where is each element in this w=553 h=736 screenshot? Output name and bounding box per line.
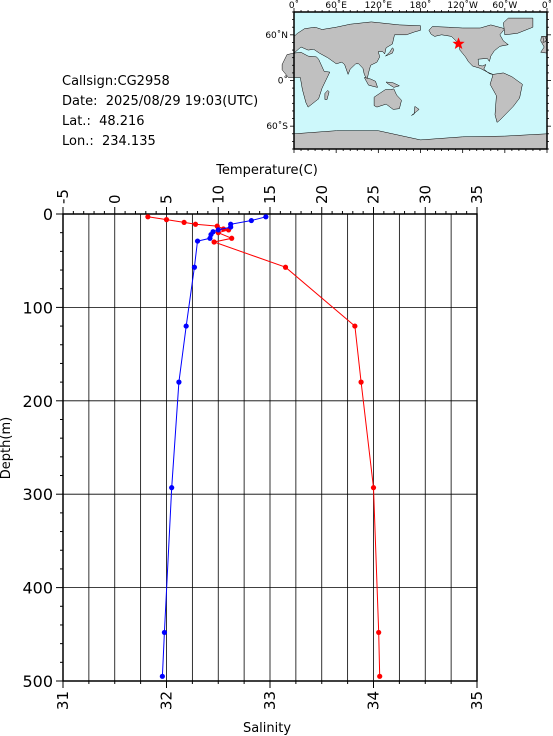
temperature-point	[145, 214, 151, 220]
chart-grid	[63, 214, 477, 681]
salinity-series	[159, 214, 269, 679]
depth-tick-label: 0	[43, 205, 53, 224]
land-mass	[293, 21, 421, 81]
temperature-point	[358, 379, 364, 385]
temperature-tick-label: 10	[209, 185, 227, 204]
salinity-point	[248, 217, 254, 224]
depth-tick-label: 100	[22, 298, 53, 317]
station-marker-icon	[452, 37, 465, 49]
depth-tick-label: 300	[22, 485, 53, 504]
temperature-point	[376, 629, 382, 636]
land-mass	[411, 105, 420, 116]
land-mass	[489, 72, 523, 123]
salinity-tick-label: 34	[365, 691, 383, 710]
salinity-point	[169, 485, 175, 491]
map-longitude-label: 120˚E	[365, 0, 393, 11]
map-longitude-label: 60˚W	[492, 0, 517, 11]
salinity-axis: 31 32 33 34 35	[54, 681, 486, 710]
temperature-tick-label: 0	[106, 194, 124, 204]
map-longitude-label: 0˚	[542, 0, 552, 11]
land-mass	[373, 88, 402, 110]
salinity-point	[183, 323, 189, 329]
salinity-tick-label: 32	[158, 691, 176, 710]
temperature-axis: -5 0 5 10 15 20 25 30 35	[54, 185, 486, 214]
temperature-tick-label: 5	[158, 194, 176, 204]
land-mass	[363, 77, 378, 88]
map-longitude-labels: 0˚ 60˚E 120˚E 180˚ 120˚W 60˚W 0˚	[289, 0, 552, 11]
temperature-point	[163, 217, 170, 223]
salinity-point	[161, 629, 168, 636]
temperature-tick-label: 25	[365, 185, 383, 204]
depth-tick-label: 400	[22, 579, 53, 598]
salinity-point	[191, 264, 198, 270]
callsign-label: Callsign:CG2958	[62, 74, 170, 89]
salinity-point	[159, 673, 165, 679]
temperature-tick-label: 30	[416, 185, 434, 204]
map-latitude-label: 60˚S	[266, 121, 288, 132]
land-mass	[542, 36, 547, 43]
land-mass	[324, 90, 330, 100]
temperature-point	[282, 264, 289, 270]
depth-axis-label: Depth(m)	[0, 417, 14, 479]
salinity-point	[207, 235, 213, 241]
land-mass	[503, 17, 534, 36]
salinity-tick-label: 31	[54, 691, 72, 710]
temperature-tick-label: 15	[261, 185, 279, 204]
temperature-series	[145, 214, 383, 679]
temperature-point	[211, 239, 217, 245]
temperature-tick-label: 35	[468, 185, 486, 204]
salinity-point	[228, 224, 234, 230]
land-mass	[385, 81, 401, 88]
temperature-axis-label: Temperature(C)	[215, 163, 318, 178]
salinity-point	[176, 379, 182, 385]
map-latitude-label: 0˚	[278, 76, 288, 87]
temperature-line	[147, 216, 381, 677]
salinity-point	[215, 227, 221, 233]
latitude-label: Lat.: 48.216	[62, 114, 145, 129]
depth-axis: 0 100 200 300 400 500	[22, 205, 63, 691]
station-star-icon	[452, 37, 465, 49]
temperature-point	[181, 219, 187, 226]
map-longitude-label: 60˚E	[325, 0, 347, 11]
salinity-point	[194, 238, 201, 244]
map-latitude-labels: 60˚N 0˚ 60˚S	[265, 30, 288, 132]
salinity-tick-label: 33	[261, 691, 279, 710]
map-latitude-label: 60˚N	[265, 30, 288, 41]
map-frame	[290, 8, 551, 153]
salinity-tick-label: 35	[468, 691, 486, 710]
temperature-point	[370, 485, 377, 491]
depth-tick-label: 500	[22, 672, 53, 691]
salinity-point	[263, 214, 269, 220]
temperature-tick-label: 20	[313, 185, 331, 204]
temperature-point	[192, 221, 199, 227]
depth-tick-label: 200	[22, 392, 53, 411]
longitude-label: Lon.: 234.135	[62, 134, 156, 149]
salinity-line	[161, 216, 267, 677]
map-longitude-label: 120˚W	[447, 0, 478, 11]
salinity-axis-label: Salinity	[243, 721, 291, 736]
map-longitude-label: 0˚	[289, 0, 299, 11]
temperature-point	[377, 673, 383, 679]
land-mass	[385, 47, 395, 57]
temperature-point	[229, 235, 235, 241]
location-map: 0˚ 60˚E 120˚E 180˚ 120˚W 60˚W 0˚ 60˚N 0˚ 60˚S	[265, 0, 552, 153]
date-label: Date: 2025/08/29 19:03(UTC)	[62, 94, 259, 109]
map-longitude-label: 180˚	[410, 0, 432, 11]
temperature-tick-label: -5	[54, 189, 72, 204]
temperature-point	[352, 323, 358, 329]
